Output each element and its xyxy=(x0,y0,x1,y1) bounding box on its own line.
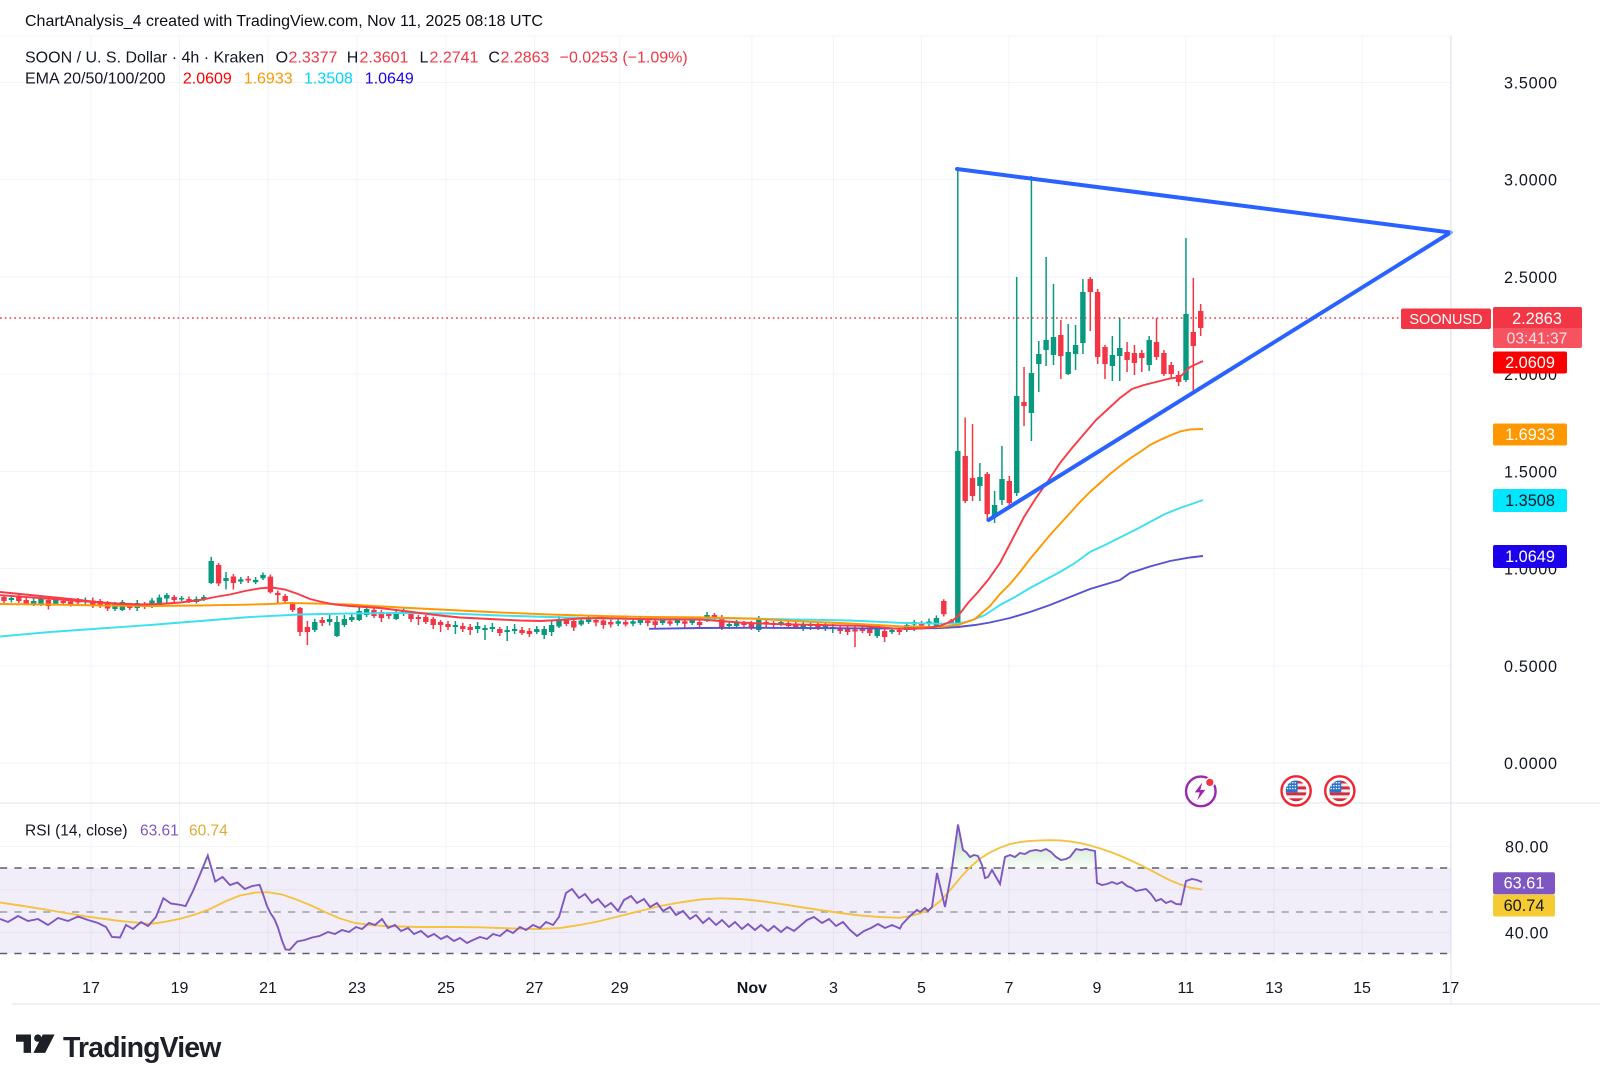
svg-text:60.74: 60.74 xyxy=(1504,897,1545,915)
svg-text:13: 13 xyxy=(1265,980,1283,997)
svg-text:1.3508: 1.3508 xyxy=(1505,492,1555,510)
svg-text:17: 17 xyxy=(82,980,100,997)
svg-text:17: 17 xyxy=(1442,980,1460,997)
svg-text:1.6933: 1.6933 xyxy=(1505,426,1555,444)
svg-text:C: C xyxy=(488,50,500,67)
svg-text:29: 29 xyxy=(611,980,629,997)
svg-text:3.0000: 3.0000 xyxy=(1504,172,1558,190)
svg-text:21: 21 xyxy=(259,980,277,997)
svg-text:TradingView: TradingView xyxy=(63,1032,222,1064)
svg-text:2.2741: 2.2741 xyxy=(430,50,479,67)
svg-text:O: O xyxy=(276,50,288,67)
svg-text:−0.0253 (−1.09%): −0.0253 (−1.09%) xyxy=(560,50,688,67)
svg-text:0.5000: 0.5000 xyxy=(1504,658,1558,676)
svg-text:23: 23 xyxy=(348,980,366,997)
svg-text:1.6933: 1.6933 xyxy=(244,71,293,88)
svg-text:63.61: 63.61 xyxy=(140,823,179,840)
svg-text:3: 3 xyxy=(829,980,838,997)
svg-text:11: 11 xyxy=(1177,980,1194,997)
svg-text:5: 5 xyxy=(917,980,926,997)
svg-text:2.5000: 2.5000 xyxy=(1504,269,1558,287)
svg-text:H: H xyxy=(347,50,359,67)
svg-text:19: 19 xyxy=(171,980,189,997)
svg-text:2.3377: 2.3377 xyxy=(289,50,338,67)
svg-text:L: L xyxy=(420,50,429,67)
svg-text:2.2863: 2.2863 xyxy=(1512,310,1562,328)
svg-text:EMA 20/50/100/200: EMA 20/50/100/200 xyxy=(25,71,166,88)
svg-text:ChartAnalysis_4 created with T: ChartAnalysis_4 created with TradingView… xyxy=(25,13,543,30)
svg-text:1.0649: 1.0649 xyxy=(365,71,414,88)
svg-text:80.00: 80.00 xyxy=(1505,839,1549,857)
svg-text:RSI (14, close): RSI (14, close) xyxy=(25,823,128,840)
svg-text:25: 25 xyxy=(437,980,455,997)
svg-text:2.3601: 2.3601 xyxy=(360,50,409,67)
svg-text:2.2863: 2.2863 xyxy=(501,50,550,67)
svg-text:15: 15 xyxy=(1353,980,1371,997)
svg-text:Nov: Nov xyxy=(737,980,767,997)
svg-text:1.3508: 1.3508 xyxy=(304,71,353,88)
svg-text:27: 27 xyxy=(526,980,544,997)
svg-text:3.5000: 3.5000 xyxy=(1504,75,1558,93)
svg-text:1.0649: 1.0649 xyxy=(1505,548,1555,566)
svg-text:63.61: 63.61 xyxy=(1504,875,1545,893)
svg-text:9: 9 xyxy=(1093,980,1102,997)
svg-text:7: 7 xyxy=(1005,980,1014,997)
svg-text:0.0000: 0.0000 xyxy=(1504,755,1558,773)
svg-text:40.00: 40.00 xyxy=(1505,925,1549,943)
svg-text:1.5000: 1.5000 xyxy=(1504,464,1558,482)
svg-text:03:41:37: 03:41:37 xyxy=(1507,331,1568,348)
svg-text:2.0609: 2.0609 xyxy=(1505,354,1555,372)
svg-text:SOON / U. S. Dollar · 4h · Kra: SOON / U. S. Dollar · 4h · Kraken xyxy=(25,50,264,67)
svg-text:SOONUSD: SOONUSD xyxy=(1409,312,1482,328)
svg-text:2.0609: 2.0609 xyxy=(183,71,232,88)
svg-text:60.74: 60.74 xyxy=(189,823,228,840)
